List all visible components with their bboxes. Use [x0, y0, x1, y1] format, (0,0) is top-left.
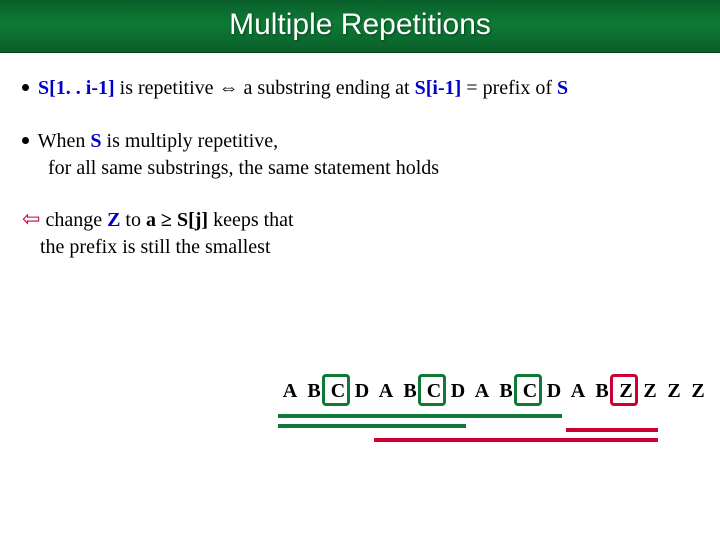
sequence-char: B [398, 380, 422, 403]
text-frag: When [38, 130, 91, 152]
text-frag: change [45, 209, 107, 231]
underline-bar [278, 414, 562, 418]
sequence-char: Z [662, 380, 686, 403]
sequence-char: D [350, 380, 374, 403]
sequence-char: A [374, 380, 398, 403]
bullet-1: S[1. . i-1] is repetitive ⇔ a substring … [22, 75, 696, 102]
sequence-char: A [470, 380, 494, 403]
s-range: S[1. . i-1] [38, 77, 115, 99]
sequence-container: ABCDABCDABCDABZZZZ [278, 380, 718, 500]
bullet-dot-icon [22, 137, 29, 144]
s-symbol: S [557, 77, 568, 99]
sequence-char: A [278, 380, 302, 403]
s-symbol: S [90, 130, 101, 152]
left-arrow-icon: ⇦ [22, 206, 40, 231]
bullet-2: When S is multiply repetitive, for all s… [22, 128, 696, 182]
sequence-char: C [326, 380, 350, 403]
condition: a ≥ S[j] [146, 209, 208, 231]
sequence-char: A [566, 380, 590, 403]
z-symbol: Z [107, 209, 120, 231]
title-bar: Multiple Repetitions [0, 0, 720, 53]
sequence-char: Z [638, 380, 662, 403]
sequence-char: B [494, 380, 518, 403]
underline-bar [374, 438, 658, 442]
s-end: S[i-1] [415, 77, 462, 99]
content-area: S[1. . i-1] is repetitive ⇔ a substring … [0, 53, 720, 261]
bullet-dot-icon [22, 84, 29, 91]
iff-symbol: ⇔ [219, 77, 239, 99]
text-frag: = [466, 77, 482, 99]
sequence-area: ABCDABCDABCDABZZZZ [278, 380, 718, 500]
arrow-block-line2: the prefix is still the smallest [40, 234, 696, 261]
sequence-char: C [422, 380, 446, 403]
text-frag: prefix of [483, 77, 557, 99]
bullet-2-line2: for all same substrings, the same statem… [48, 155, 696, 182]
sequence-char: B [590, 380, 614, 403]
sequence-char: B [302, 380, 326, 403]
text-frag: keeps that [213, 209, 294, 231]
sequence-char: D [446, 380, 470, 403]
sequence-char: Z [614, 380, 638, 403]
sequence-char: D [542, 380, 566, 403]
text-frag: a substring ending at [244, 77, 415, 99]
text-frag: to [125, 209, 146, 231]
underline-bar [278, 424, 466, 428]
text-frag: is multiply repetitive, [107, 130, 279, 152]
arrow-block: ⇦ change Z to a ≥ S[j] keeps that the pr… [22, 204, 696, 261]
slide-title: Multiple Repetitions [0, 8, 720, 42]
text-frag: is repetitive [120, 77, 219, 99]
underline-bar [566, 428, 658, 432]
sequence-char: C [518, 380, 542, 403]
sequence-char: Z [686, 380, 710, 403]
